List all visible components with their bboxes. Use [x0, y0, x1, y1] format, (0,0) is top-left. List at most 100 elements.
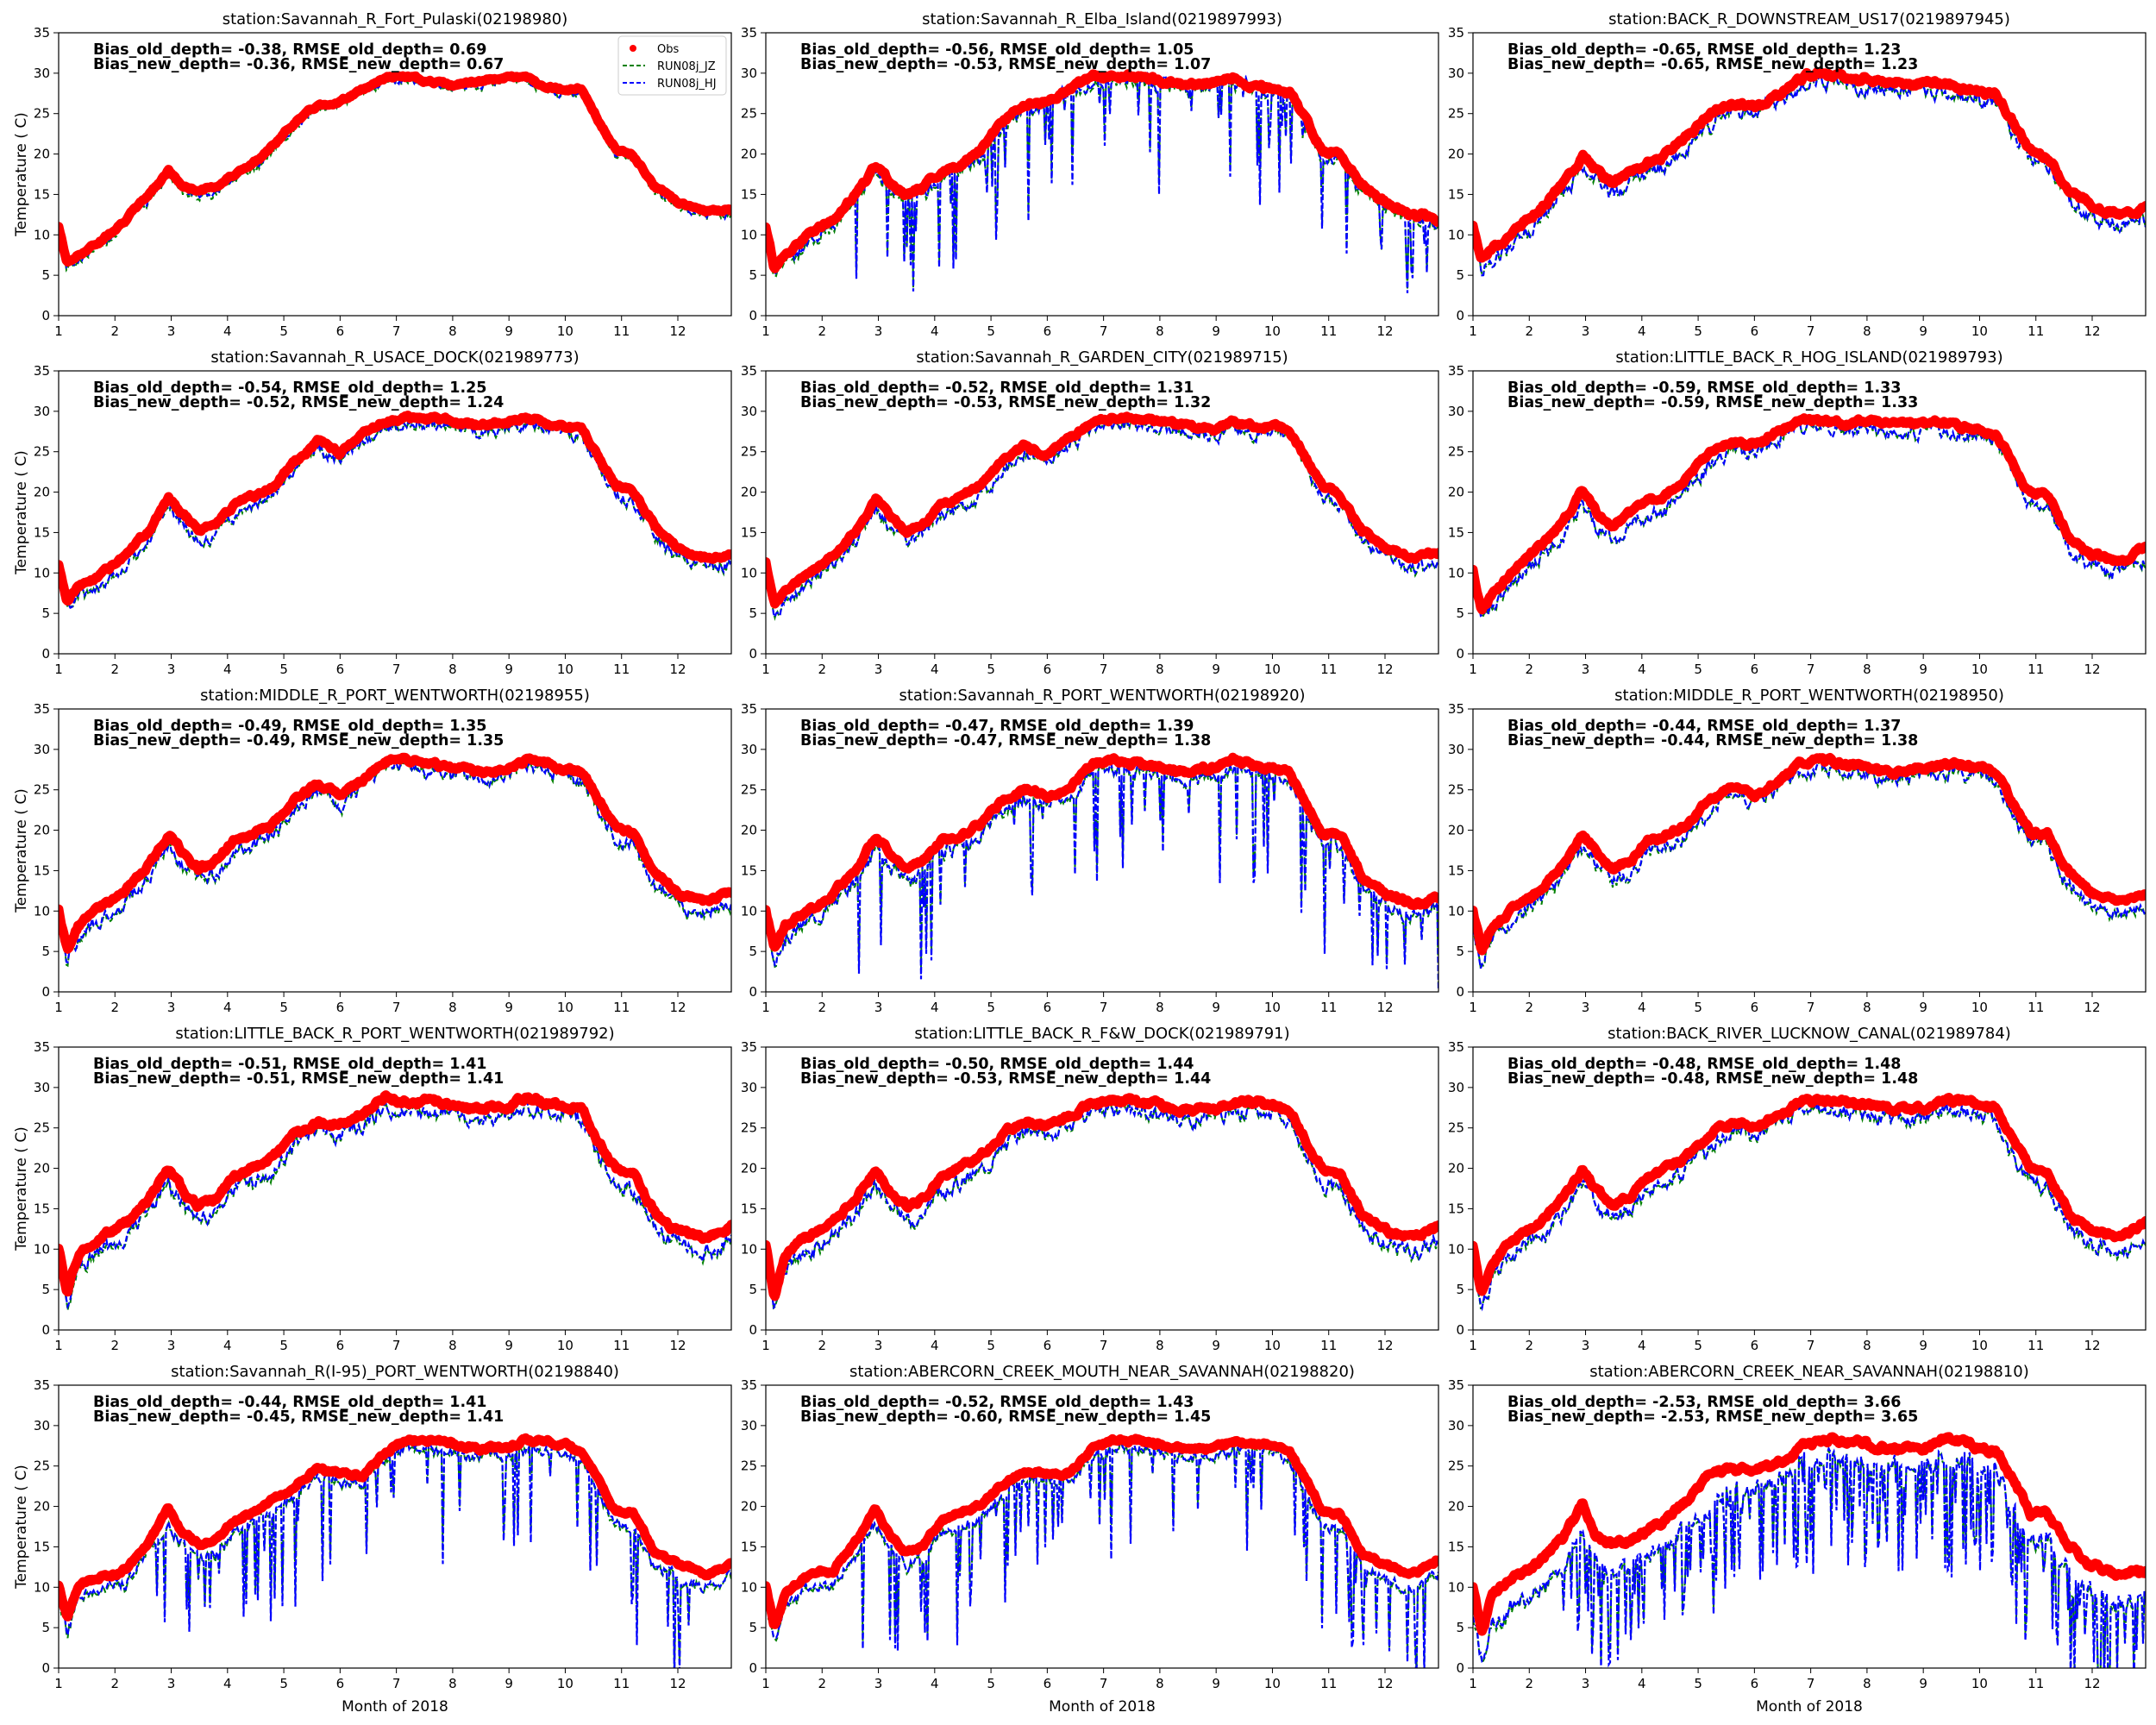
y-axis-label: Temperature ( C): [13, 1465, 30, 1590]
x-tick-label: 10: [1971, 1000, 1988, 1015]
x-tick-label: 5: [279, 323, 288, 339]
x-tick-label: 9: [505, 1338, 513, 1353]
x-tick-label: 2: [110, 1338, 119, 1353]
axes-frame: [1472, 1384, 2147, 1669]
x-tick-label: 8: [1863, 662, 1871, 677]
series-obs: [766, 69, 1438, 273]
y-tick-label: 30: [1448, 1418, 1464, 1433]
y-tick-label: 35: [34, 1039, 50, 1055]
stat-new-depth: Bias_new_depth= -0.59, RMSE_new_depth= 1…: [1507, 394, 1918, 411]
y-tick-label: 10: [1448, 903, 1464, 919]
y-tick-label: 5: [749, 1282, 757, 1297]
series-line-run08j-jz: [766, 761, 1438, 984]
x-tick-label: 4: [223, 323, 232, 339]
x-tick-label: 7: [1100, 323, 1108, 339]
x-tick-label: 3: [874, 323, 883, 339]
x-tick-label: 2: [818, 1676, 826, 1691]
x-tick-label: 6: [336, 1000, 345, 1015]
x-tick-label: 6: [1044, 323, 1052, 339]
x-tick-label: 7: [1100, 1338, 1108, 1353]
y-tick-label: 5: [1456, 1282, 1464, 1297]
axes-frame: [58, 708, 732, 993]
x-tick-label: 1: [1469, 1676, 1477, 1691]
x-tick-label: 12: [2084, 1676, 2100, 1691]
x-tick-label: 7: [1807, 1000, 1815, 1015]
series-line-run08j-hj: [766, 758, 1438, 990]
x-tick-label: 9: [1212, 1338, 1220, 1353]
stat-old-depth: Bias_old_depth= -0.54, RMSE_old_depth= 1…: [93, 380, 486, 397]
y-tick-label: 15: [34, 186, 50, 202]
y-tick-label: 10: [34, 1579, 50, 1595]
stat-new-depth: Bias_new_depth= -0.49, RMSE_new_depth= 1…: [93, 732, 504, 750]
series-line-run08j-jz: [59, 73, 731, 273]
stat-new-depth: Bias_new_depth= -0.60, RMSE_new_depth= 1…: [800, 1408, 1211, 1426]
x-tick-label: 3: [167, 323, 176, 339]
y-tick-label: 15: [34, 1539, 50, 1554]
series-obs: [766, 752, 1438, 952]
stat-old-depth: Bias_old_depth= -0.47, RMSE_old_depth= 1…: [800, 718, 1194, 735]
panel-data: [766, 1093, 1438, 1310]
x-tick-label: 8: [1156, 1338, 1164, 1353]
x-tick-label: 10: [1264, 1000, 1281, 1015]
x-tick-label: 3: [1582, 323, 1590, 339]
panel-data: [766, 752, 1438, 990]
x-tick-label: 10: [557, 323, 573, 339]
y-tick-label: 15: [1448, 862, 1464, 878]
panel-title: station:BACK_R_DOWNSTREAM_US17(021989794…: [1608, 10, 2010, 28]
x-tick-label: 7: [1100, 1000, 1108, 1015]
x-axis-label: Month of 2018: [1049, 1698, 1156, 1716]
y-tick-label: 10: [741, 903, 757, 919]
x-tick-label: 3: [1582, 1338, 1590, 1353]
series-line-run08j-hj: [1473, 755, 2146, 969]
x-tick-label: 7: [1807, 323, 1815, 339]
axes-frame: [58, 1384, 732, 1669]
x-tick-label: 11: [2028, 323, 2044, 339]
y-tick-label: 15: [1448, 1201, 1464, 1216]
x-tick-label: 11: [613, 662, 630, 677]
x-tick-label: 3: [167, 1000, 176, 1015]
x-tick-label: 1: [761, 1000, 770, 1015]
x-tick-label: 8: [448, 1338, 457, 1353]
x-tick-label: 6: [336, 323, 345, 339]
y-tick-label: 20: [1448, 823, 1464, 838]
panel-title: station:LITTLE_BACK_R_PORT_WENTWORTH(021…: [175, 1025, 614, 1043]
x-tick-label: 7: [392, 323, 401, 339]
y-tick-label: 5: [749, 605, 757, 621]
x-tick-label: 8: [1863, 1676, 1871, 1691]
legend: Obs RUN08j_JZ RUN08j_HJ: [617, 35, 727, 96]
x-tick-label: 11: [1320, 662, 1337, 677]
x-tick-label: 4: [1638, 662, 1646, 677]
y-tick-label: 20: [1448, 1499, 1464, 1515]
x-tick-label: 2: [1525, 1338, 1533, 1353]
x-tick-label: 5: [987, 323, 995, 339]
x-tick-label: 12: [1376, 662, 1393, 677]
x-tick-label: 5: [1694, 1000, 1702, 1015]
axes-frame: [58, 1046, 732, 1331]
stat-old-depth: Bias_old_depth= -0.51, RMSE_old_depth= 1…: [93, 1056, 486, 1073]
x-tick-label: 5: [279, 662, 288, 677]
x-tick-label: 9: [1212, 323, 1220, 339]
x-tick-label: 9: [505, 662, 513, 677]
x-tick-label: 5: [1694, 1338, 1702, 1353]
x-tick-label: 10: [1971, 1676, 1988, 1691]
y-tick-label: 30: [34, 404, 50, 419]
panel-11: station:LITTLE_BACK_R_F&W_DOCK(021989791…: [741, 1025, 1439, 1353]
series-line-run08j-hj: [59, 72, 731, 270]
y-tick-label: 0: [749, 984, 757, 1000]
y-tick-label: 35: [1448, 1377, 1464, 1393]
stat-old-depth: Bias_old_depth= -0.52, RMSE_old_depth= 1…: [800, 1394, 1194, 1411]
series-obs: [59, 1433, 731, 1622]
x-tick-label: 8: [1156, 662, 1164, 677]
x-tick-label: 11: [2028, 1000, 2044, 1015]
x-axis-label: Month of 2018: [1756, 1698, 1863, 1716]
stat-old-depth: Bias_old_depth= -0.38, RMSE_old_depth= 0…: [93, 41, 486, 59]
panel-7: station:MIDDLE_R_PORT_WENTWORTH(02198955…: [13, 687, 732, 1015]
x-tick-label: 10: [1264, 323, 1281, 339]
x-tick-label: 3: [874, 662, 883, 677]
x-tick-label: 7: [392, 1000, 401, 1015]
series-line-run08j-jz: [1473, 756, 2146, 969]
series-line-run08j-jz: [766, 1100, 1438, 1310]
series-line-run08j-hj: [1473, 1446, 2146, 1668]
x-tick-label: 10: [557, 1676, 573, 1691]
x-tick-label: 2: [818, 662, 826, 677]
